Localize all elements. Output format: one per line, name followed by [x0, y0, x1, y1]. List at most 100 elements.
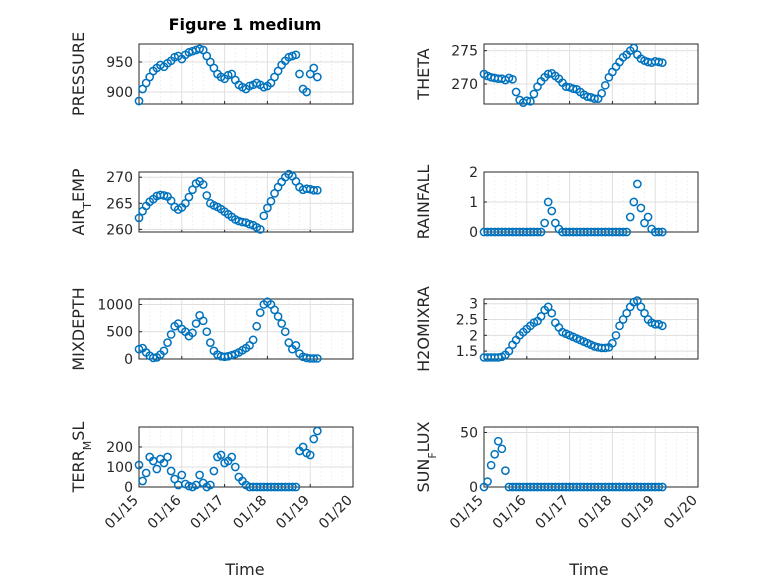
data-point	[259, 211, 269, 221]
data-point	[497, 444, 507, 454]
x-tick-label: 01/19	[273, 493, 313, 533]
data-point	[255, 225, 265, 234]
data-point	[291, 482, 301, 492]
data-point	[618, 315, 628, 324]
y-axis-label: MIXDEPTH	[69, 287, 88, 370]
y-tick-label: 0	[469, 225, 478, 241]
data-point	[227, 350, 237, 360]
data-point	[159, 191, 169, 200]
data-point	[493, 436, 503, 446]
figure-title: Figure 1 medium	[169, 15, 322, 34]
x-axis-label-left: Time	[224, 560, 264, 579]
data-point	[277, 319, 287, 328]
y-tick-label: 275	[451, 44, 478, 60]
x-tick-label: 01/20	[316, 493, 356, 533]
data-point	[615, 321, 624, 331]
data-point	[625, 212, 635, 222]
data-point	[600, 343, 610, 353]
x-tick-label: 01/16	[490, 492, 530, 532]
data-point	[227, 452, 237, 462]
data-point	[288, 482, 297, 492]
x-tick-label: 01/17	[188, 493, 228, 533]
subplot-terr-msl: 0 100 200 TERRMSL 01/15 01/16 01/17 01/18 01/19 0…	[69, 422, 356, 533]
data-point	[255, 308, 265, 317]
data-point	[148, 353, 158, 363]
data-point	[608, 338, 617, 348]
data-point	[166, 196, 176, 206]
y-tick-label: 1	[469, 195, 478, 211]
data-point	[177, 470, 187, 480]
data-point	[273, 312, 283, 321]
y-tick-label: 2	[469, 165, 478, 181]
data-point	[536, 312, 546, 321]
data-point	[284, 338, 294, 347]
data-point	[540, 218, 549, 228]
data-point	[198, 180, 208, 189]
y-axis-label: H2OMIXRA	[414, 286, 433, 372]
data-point	[245, 219, 254, 229]
data-point	[486, 460, 496, 470]
data-point	[533, 227, 542, 237]
data-point	[654, 57, 664, 67]
subplot-mixdepth: 0 500 1000 MIXDEPTH	[69, 287, 354, 371]
y-tick-label: 500	[106, 325, 133, 341]
data-point	[508, 74, 517, 84]
data-point	[270, 305, 279, 315]
axes-frame	[483, 298, 699, 360]
y-axis-label: SUNFLUX	[414, 421, 439, 492]
data-point	[266, 196, 276, 206]
y-axis-label: RAINFALL	[414, 165, 433, 240]
data-point	[188, 328, 197, 338]
y-tick-label: 2.5	[456, 313, 478, 329]
data-point	[209, 466, 219, 476]
data-point	[280, 327, 290, 337]
data-point	[312, 354, 322, 363]
data-point	[654, 482, 664, 492]
data-point	[504, 346, 514, 356]
data-point	[305, 450, 315, 460]
data-point	[184, 192, 194, 202]
axes-frame	[138, 43, 354, 105]
data-point	[600, 80, 610, 90]
x-tick-label: 01/19	[618, 493, 658, 533]
y-tick-label: 260	[106, 222, 133, 238]
data-point	[163, 338, 172, 347]
y-tick-label: 1.5	[456, 344, 478, 360]
data-point	[248, 335, 258, 345]
data-point	[636, 203, 646, 213]
axes-frame	[138, 298, 354, 360]
data-point	[205, 480, 215, 490]
data-point	[216, 450, 226, 460]
data-point	[166, 330, 176, 339]
data-point	[191, 319, 201, 328]
y-tick-label: 0	[124, 480, 133, 496]
data-point	[198, 316, 208, 326]
data-point	[590, 94, 599, 104]
data-point	[501, 466, 510, 475]
data-point	[522, 96, 532, 106]
y-tick-label: 1000	[97, 297, 133, 313]
y-tick-label: 100	[106, 460, 133, 476]
data-point	[134, 344, 144, 354]
data-point	[629, 197, 639, 207]
data-point	[312, 72, 322, 82]
data-point	[309, 354, 319, 363]
data-point	[657, 482, 667, 492]
data-point	[134, 213, 144, 223]
subplot-sun-flux: 0 50 SUNFLUX 01/15 01/16 01/17 01/18 01/19 01/20	[414, 421, 701, 532]
data-point	[640, 308, 649, 318]
data-point	[312, 426, 322, 436]
y-tick-label: 900	[106, 85, 133, 101]
data-point	[302, 87, 311, 97]
data-point	[195, 470, 204, 480]
subplot-rainfall: 0 1 2 RAINFALL	[414, 165, 699, 241]
data-point	[309, 185, 319, 195]
data-point	[134, 460, 144, 470]
axes-frame	[138, 171, 354, 233]
y-tick-label: 50	[460, 425, 478, 441]
subplot-pressure: 900 950 PRESSURE	[69, 32, 354, 116]
x-tick-label: 01/20	[661, 493, 701, 533]
data-point	[202, 191, 212, 200]
data-point	[547, 206, 557, 216]
x-tick-label: 01/17	[533, 493, 573, 533]
